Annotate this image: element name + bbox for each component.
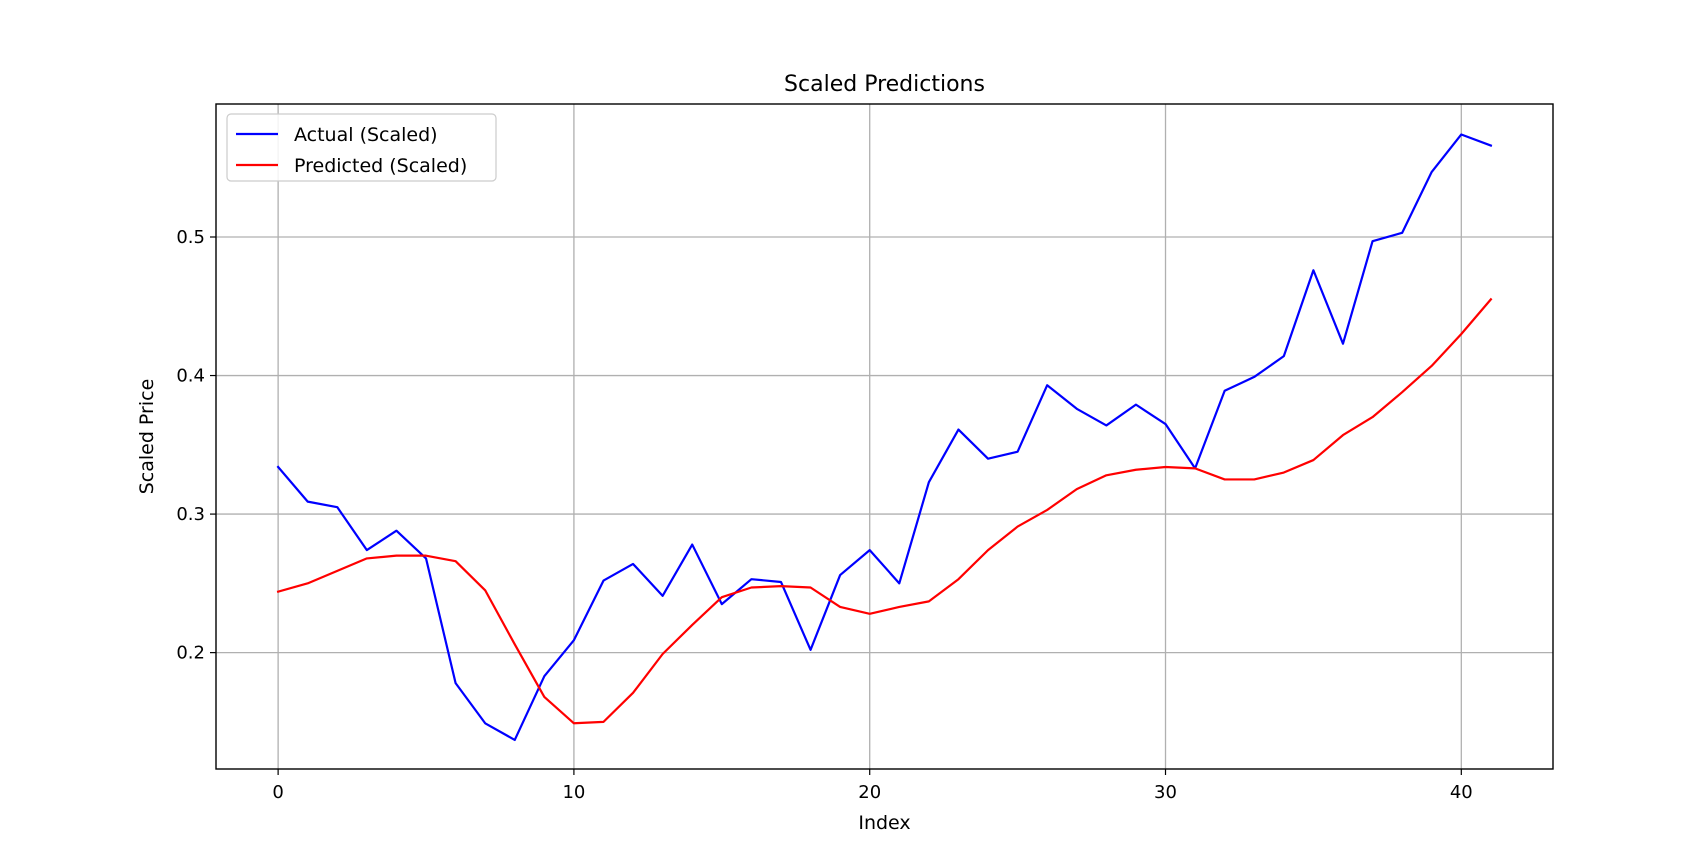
y-tick-label: 0.2 <box>176 643 205 664</box>
legend-box <box>226 113 497 182</box>
x-tick-label: 20 <box>858 782 881 803</box>
series-line-actual <box>276 133 1493 742</box>
legend-label: Predicted (Scaled) <box>294 155 467 177</box>
axis-ticks: 0 10 20 30 40 0.2 0.3 0.4 0.5 <box>176 227 1472 803</box>
plot-frame <box>215 103 1554 770</box>
y-axis-title: Scaled Price <box>136 379 158 495</box>
y-tick-label: 0.4 <box>176 366 205 387</box>
x-tick-label: 0 <box>272 782 283 803</box>
legend: Actual (Scaled) Predicted (Scaled) <box>226 113 497 182</box>
grid <box>216 104 1553 769</box>
series-line-predicted <box>276 297 1493 725</box>
x-tick-label: 40 <box>1450 782 1473 803</box>
x-tick-label: 10 <box>562 782 585 803</box>
x-tick-label: 30 <box>1154 782 1177 803</box>
plot-area <box>216 104 1553 769</box>
x-axis-title: Index <box>858 812 910 834</box>
legend-label: Actual (Scaled) <box>294 124 438 146</box>
y-tick-label: 0.3 <box>176 504 205 525</box>
series-lines <box>276 133 1493 742</box>
chart-title: Scaled Predictions <box>784 72 985 97</box>
y-tick-label: 0.5 <box>176 227 205 248</box>
